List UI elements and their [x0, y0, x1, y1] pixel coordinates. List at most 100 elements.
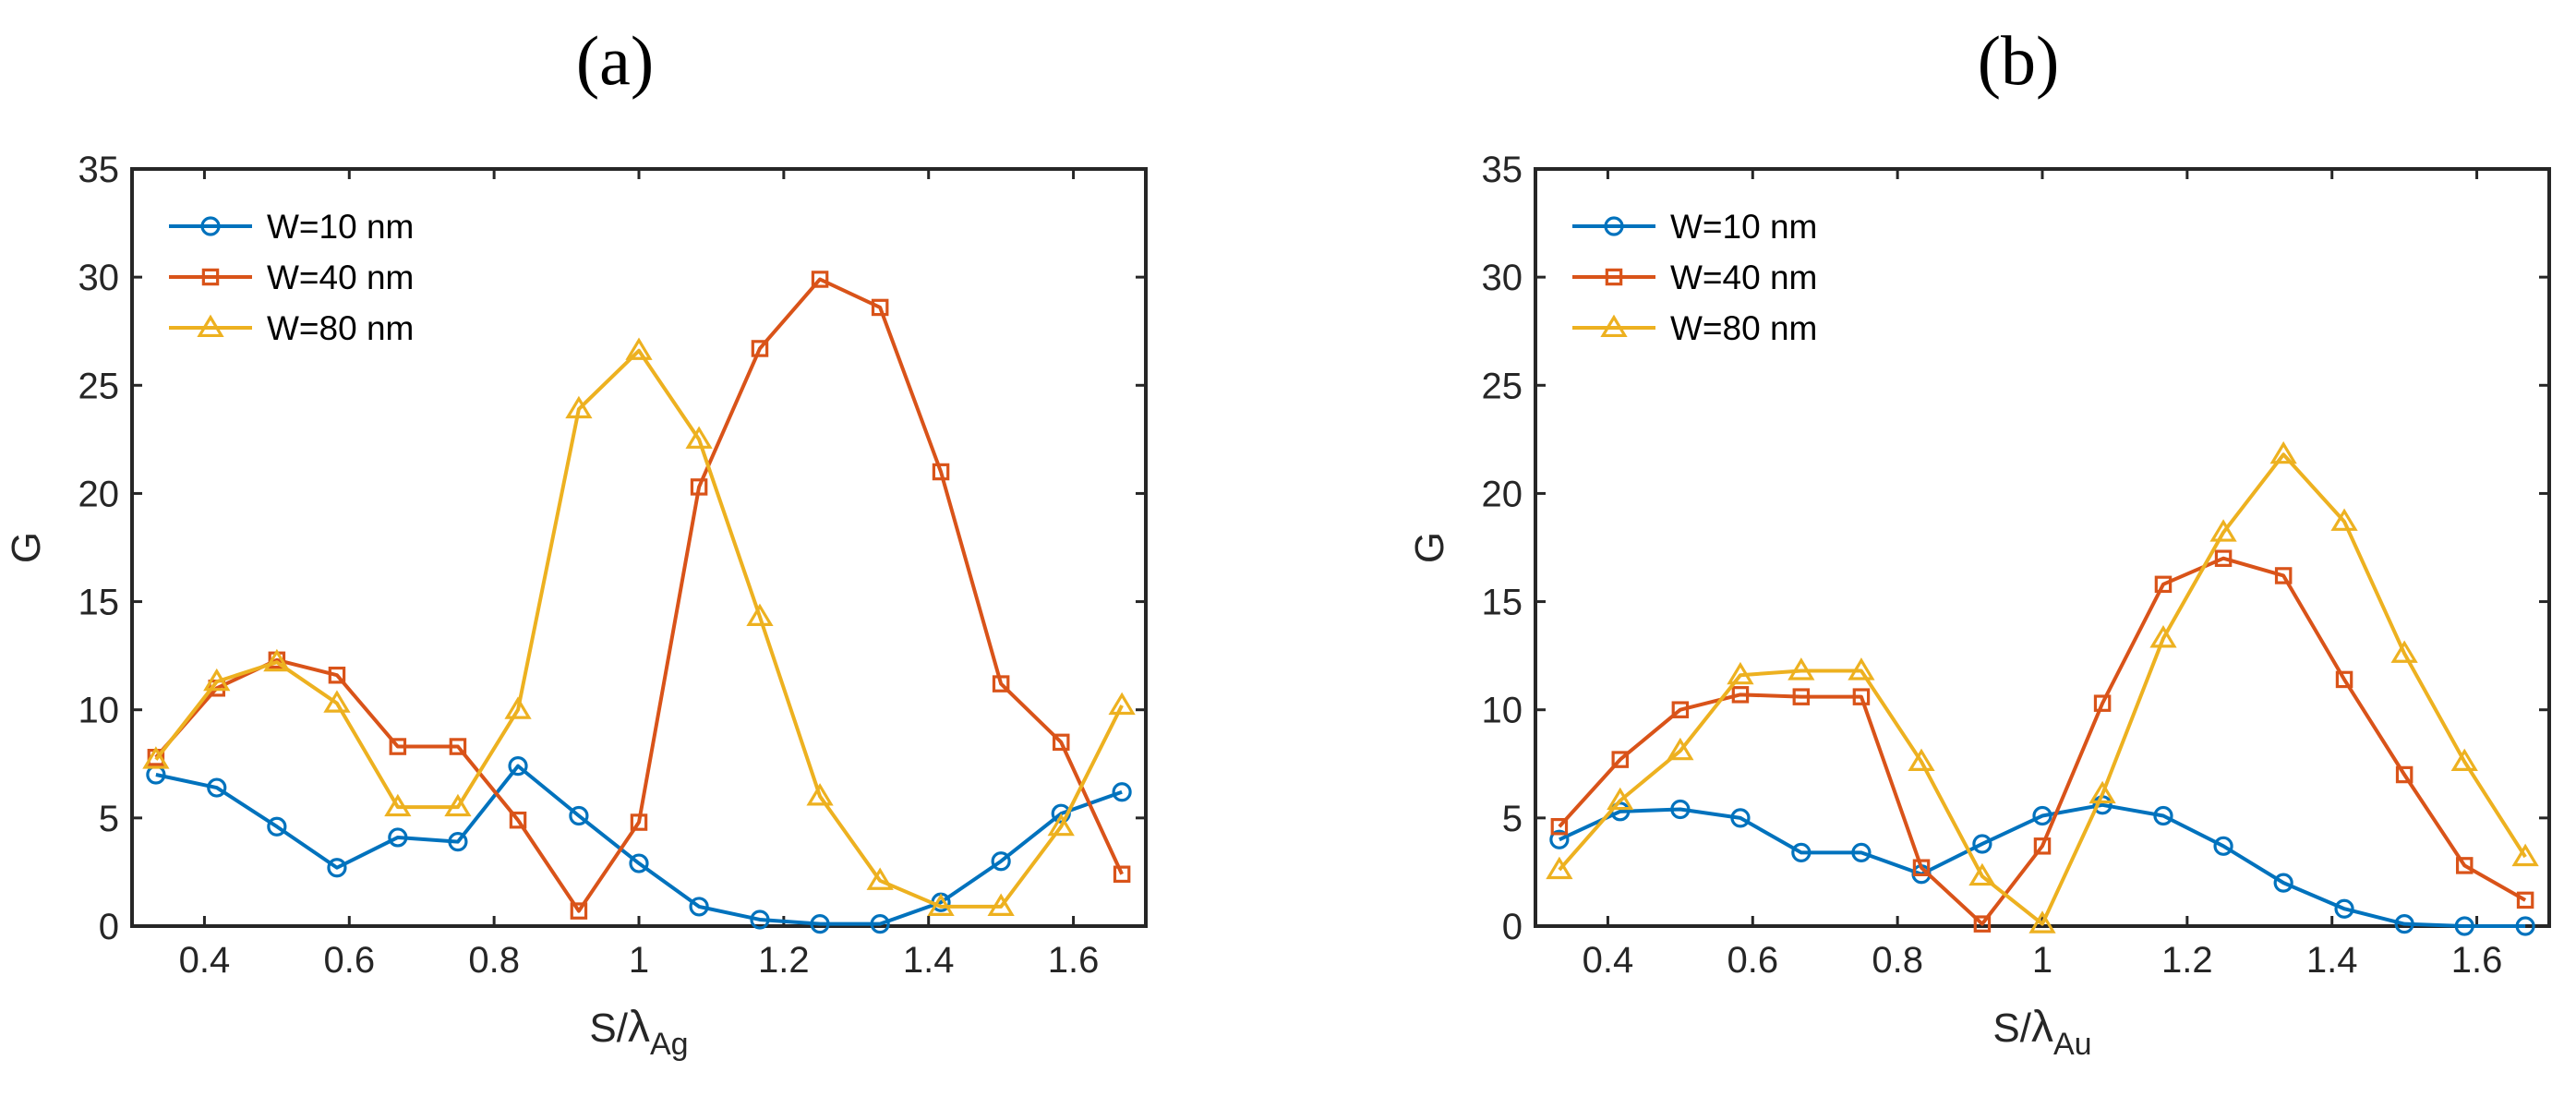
data-point — [751, 340, 769, 357]
legend-marker — [197, 314, 224, 338]
data-point — [1792, 688, 1811, 705]
x-tick-label: 1.4 — [903, 940, 955, 981]
y-tick-label: 0 — [99, 907, 119, 947]
data-point — [1611, 751, 1630, 768]
data-point — [263, 648, 291, 672]
data-point — [1908, 748, 1935, 771]
data-point — [2334, 898, 2354, 919]
y-tick-label: 30 — [78, 258, 120, 298]
data-point — [685, 426, 713, 449]
series-1 — [1549, 795, 2535, 936]
series-3 — [142, 337, 1136, 916]
data-point — [2511, 843, 2539, 867]
legend-label: W=10 nm — [267, 208, 414, 246]
data-point — [750, 909, 770, 930]
series-line — [155, 764, 1123, 926]
chart-panel-a: (a) 0.4 0.6 0.8 1 1.2 1.4 1.6 0 5 10 15 20 25 30 35 G S/λ… — [4, 22, 1148, 1062]
y-tick-label: 20 — [78, 474, 120, 514]
data-point — [1549, 829, 1570, 849]
axes-frame — [1534, 167, 2551, 928]
data-point — [2088, 780, 2116, 804]
data-point — [927, 893, 955, 916]
legend-label: W=40 nm — [267, 259, 414, 296]
data-point — [1791, 842, 1812, 862]
plot-area — [1535, 169, 2549, 926]
data-point — [327, 858, 347, 878]
y-tick-label: 25 — [78, 366, 120, 406]
data-point — [2273, 873, 2293, 893]
data-point — [323, 690, 351, 713]
data-point — [1912, 859, 1931, 876]
legend: W=10 nm W=40 nm W=80 nm — [1572, 208, 1817, 347]
data-point — [2454, 916, 2474, 936]
data-point — [992, 675, 1010, 693]
data-point — [2335, 670, 2353, 689]
data-point — [1667, 737, 1694, 761]
y-axis-label: G — [4, 532, 49, 563]
data-point — [1851, 842, 1872, 862]
y-tick-label: 15 — [1482, 583, 1523, 623]
data-point — [689, 897, 709, 917]
data-point — [806, 783, 834, 806]
series-line — [154, 348, 1124, 909]
y-tick-label: 30 — [1482, 258, 1523, 298]
data-point — [389, 738, 407, 755]
x-tick-label: 1.6 — [2451, 940, 2503, 981]
x-tick-label: 1.2 — [758, 940, 810, 981]
data-point — [570, 902, 588, 920]
legend-label: W=80 nm — [267, 309, 414, 347]
data-point — [811, 271, 829, 288]
data-point — [866, 867, 894, 890]
y-tick-label: 10 — [78, 691, 120, 731]
data-point — [870, 914, 890, 934]
data-point — [1848, 657, 1875, 680]
legend-marker — [200, 216, 221, 236]
data-point — [2149, 625, 2177, 648]
data-point — [1047, 813, 1075, 837]
data-point — [565, 395, 593, 419]
x-axis-label: S/λAu — [1992, 1003, 2091, 1062]
data-point — [267, 816, 287, 837]
data-point — [2450, 748, 2478, 771]
data-point — [2515, 916, 2535, 936]
x-tick-label: 0.4 — [1583, 940, 1634, 981]
data-point — [2390, 640, 2418, 663]
data-point — [1546, 856, 1573, 880]
x-axis-label-subscript: Au — [2053, 1027, 2092, 1062]
panel-label: (b) — [1978, 22, 2060, 100]
y-tick-label: 10 — [1482, 691, 1523, 731]
data-point — [142, 746, 170, 769]
axes-frame — [130, 167, 1148, 928]
data-point — [630, 813, 648, 831]
data-point — [2213, 836, 2233, 856]
data-point — [2330, 508, 2358, 531]
x-tick-label: 0.8 — [1872, 940, 1923, 981]
x-tick-label: 0.6 — [1727, 940, 1778, 981]
y-tick-label: 20 — [1482, 474, 1523, 514]
data-point — [2516, 891, 2534, 909]
data-point — [746, 603, 774, 627]
series-line — [154, 277, 1124, 913]
x-tick-label: 1.4 — [2306, 940, 2358, 981]
data-point — [1607, 787, 1634, 811]
data-point — [1112, 782, 1132, 802]
x-axis-label-greek: λ — [628, 1003, 650, 1052]
legend-label: W=40 nm — [1670, 259, 1817, 296]
data-point — [569, 805, 589, 826]
data-point — [384, 793, 412, 817]
x-tick-label: 1.2 — [2161, 940, 2213, 981]
data-point — [203, 668, 231, 692]
data-point — [2455, 857, 2474, 874]
series-3 — [1546, 440, 2539, 933]
data-point — [2033, 837, 2052, 855]
data-point — [1108, 692, 1136, 716]
data-point — [2154, 575, 2173, 594]
data-point — [1550, 817, 1569, 836]
y-tick-label: 15 — [78, 583, 120, 623]
data-point — [2093, 694, 2112, 712]
series-line — [1559, 802, 2526, 928]
legend-marker — [1600, 314, 1628, 338]
x-axis-label-subscript: Ag — [650, 1027, 689, 1062]
data-point — [1731, 686, 1750, 704]
